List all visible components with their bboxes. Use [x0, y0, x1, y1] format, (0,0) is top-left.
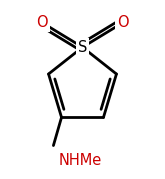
Text: O: O [117, 15, 129, 30]
Text: NHMe: NHMe [58, 153, 101, 168]
Text: O: O [36, 15, 48, 30]
Text: S: S [78, 40, 87, 55]
